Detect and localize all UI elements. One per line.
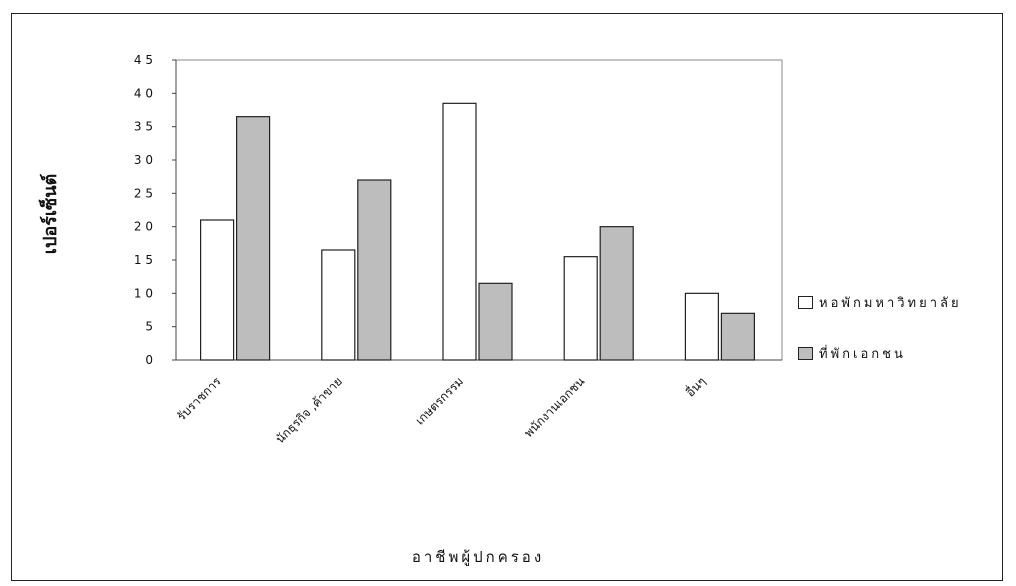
- y-tick-label: 2 0: [134, 220, 153, 234]
- legend-item-private-housing: ที่พักเอกชน: [798, 343, 962, 364]
- y-tick-label: 0: [145, 353, 153, 367]
- legend-swatch-private-housing: [798, 347, 813, 360]
- y-tick-label: 3 0: [134, 153, 153, 167]
- bar-university-dorm-4: [684, 292, 720, 361]
- x-tick-label: อื่นๆ: [682, 373, 709, 400]
- x-axis-title: อาชีพผู้ปกครอง: [412, 548, 544, 566]
- y-tick-label: 3 5: [134, 120, 153, 134]
- y-tick-label: 4 0: [134, 86, 153, 100]
- legend-label-university-dorm: หอพักมหาวิทยาลัย: [819, 296, 962, 311]
- bar-private-housing-2: [478, 282, 513, 361]
- bar-university-dorm-2: [442, 102, 477, 361]
- y-tick-label: 1 5: [134, 253, 153, 267]
- legend: หอพักมหาวิทยาลัย ที่พักเอกชน: [798, 292, 962, 394]
- bar-private-housing-0: [236, 116, 271, 361]
- legend-swatch-university-dorm: [798, 296, 813, 309]
- x-tick-label: พนักงานเอกชน: [521, 374, 587, 440]
- bar-university-dorm-1: [321, 249, 356, 361]
- bar-private-housing-1: [357, 179, 392, 361]
- bar-private-housing-4: [720, 312, 756, 361]
- bar-private-housing-3: [599, 226, 634, 361]
- legend-label-private-housing: ที่พักเอกชน: [819, 347, 906, 362]
- y-tick-label: 2 5: [134, 186, 153, 200]
- bar-university-dorm-3: [563, 256, 598, 361]
- y-axis-title: เปอร์เซ็นต์: [38, 174, 61, 254]
- y-tick-labels: 0 5 1 0 1 5 2 0 2 5 3 0 3 5 4 0 4 5: [134, 53, 176, 367]
- y-tick-label: 5: [145, 320, 153, 334]
- bars: [200, 102, 756, 361]
- x-tick-labels: รับราชการ นักธุรกิจ ,ค้าขาย เกษตรกรรม พนักง…: [174, 373, 708, 447]
- legend-item-university-dorm: หอพักมหาวิทยาลัย: [798, 292, 962, 313]
- x-tick-label: เกษตรกรรม: [413, 374, 466, 427]
- bar-university-dorm-0: [200, 219, 235, 361]
- x-tick-label: รับราชการ: [174, 374, 224, 424]
- y-tick-label: 4 5: [134, 53, 153, 67]
- chart-frame: [11, 13, 1003, 581]
- x-tick-label: นักธุรกิจ ,ค้าขาย: [273, 374, 346, 447]
- y-tick-label: 1 0: [134, 286, 153, 300]
